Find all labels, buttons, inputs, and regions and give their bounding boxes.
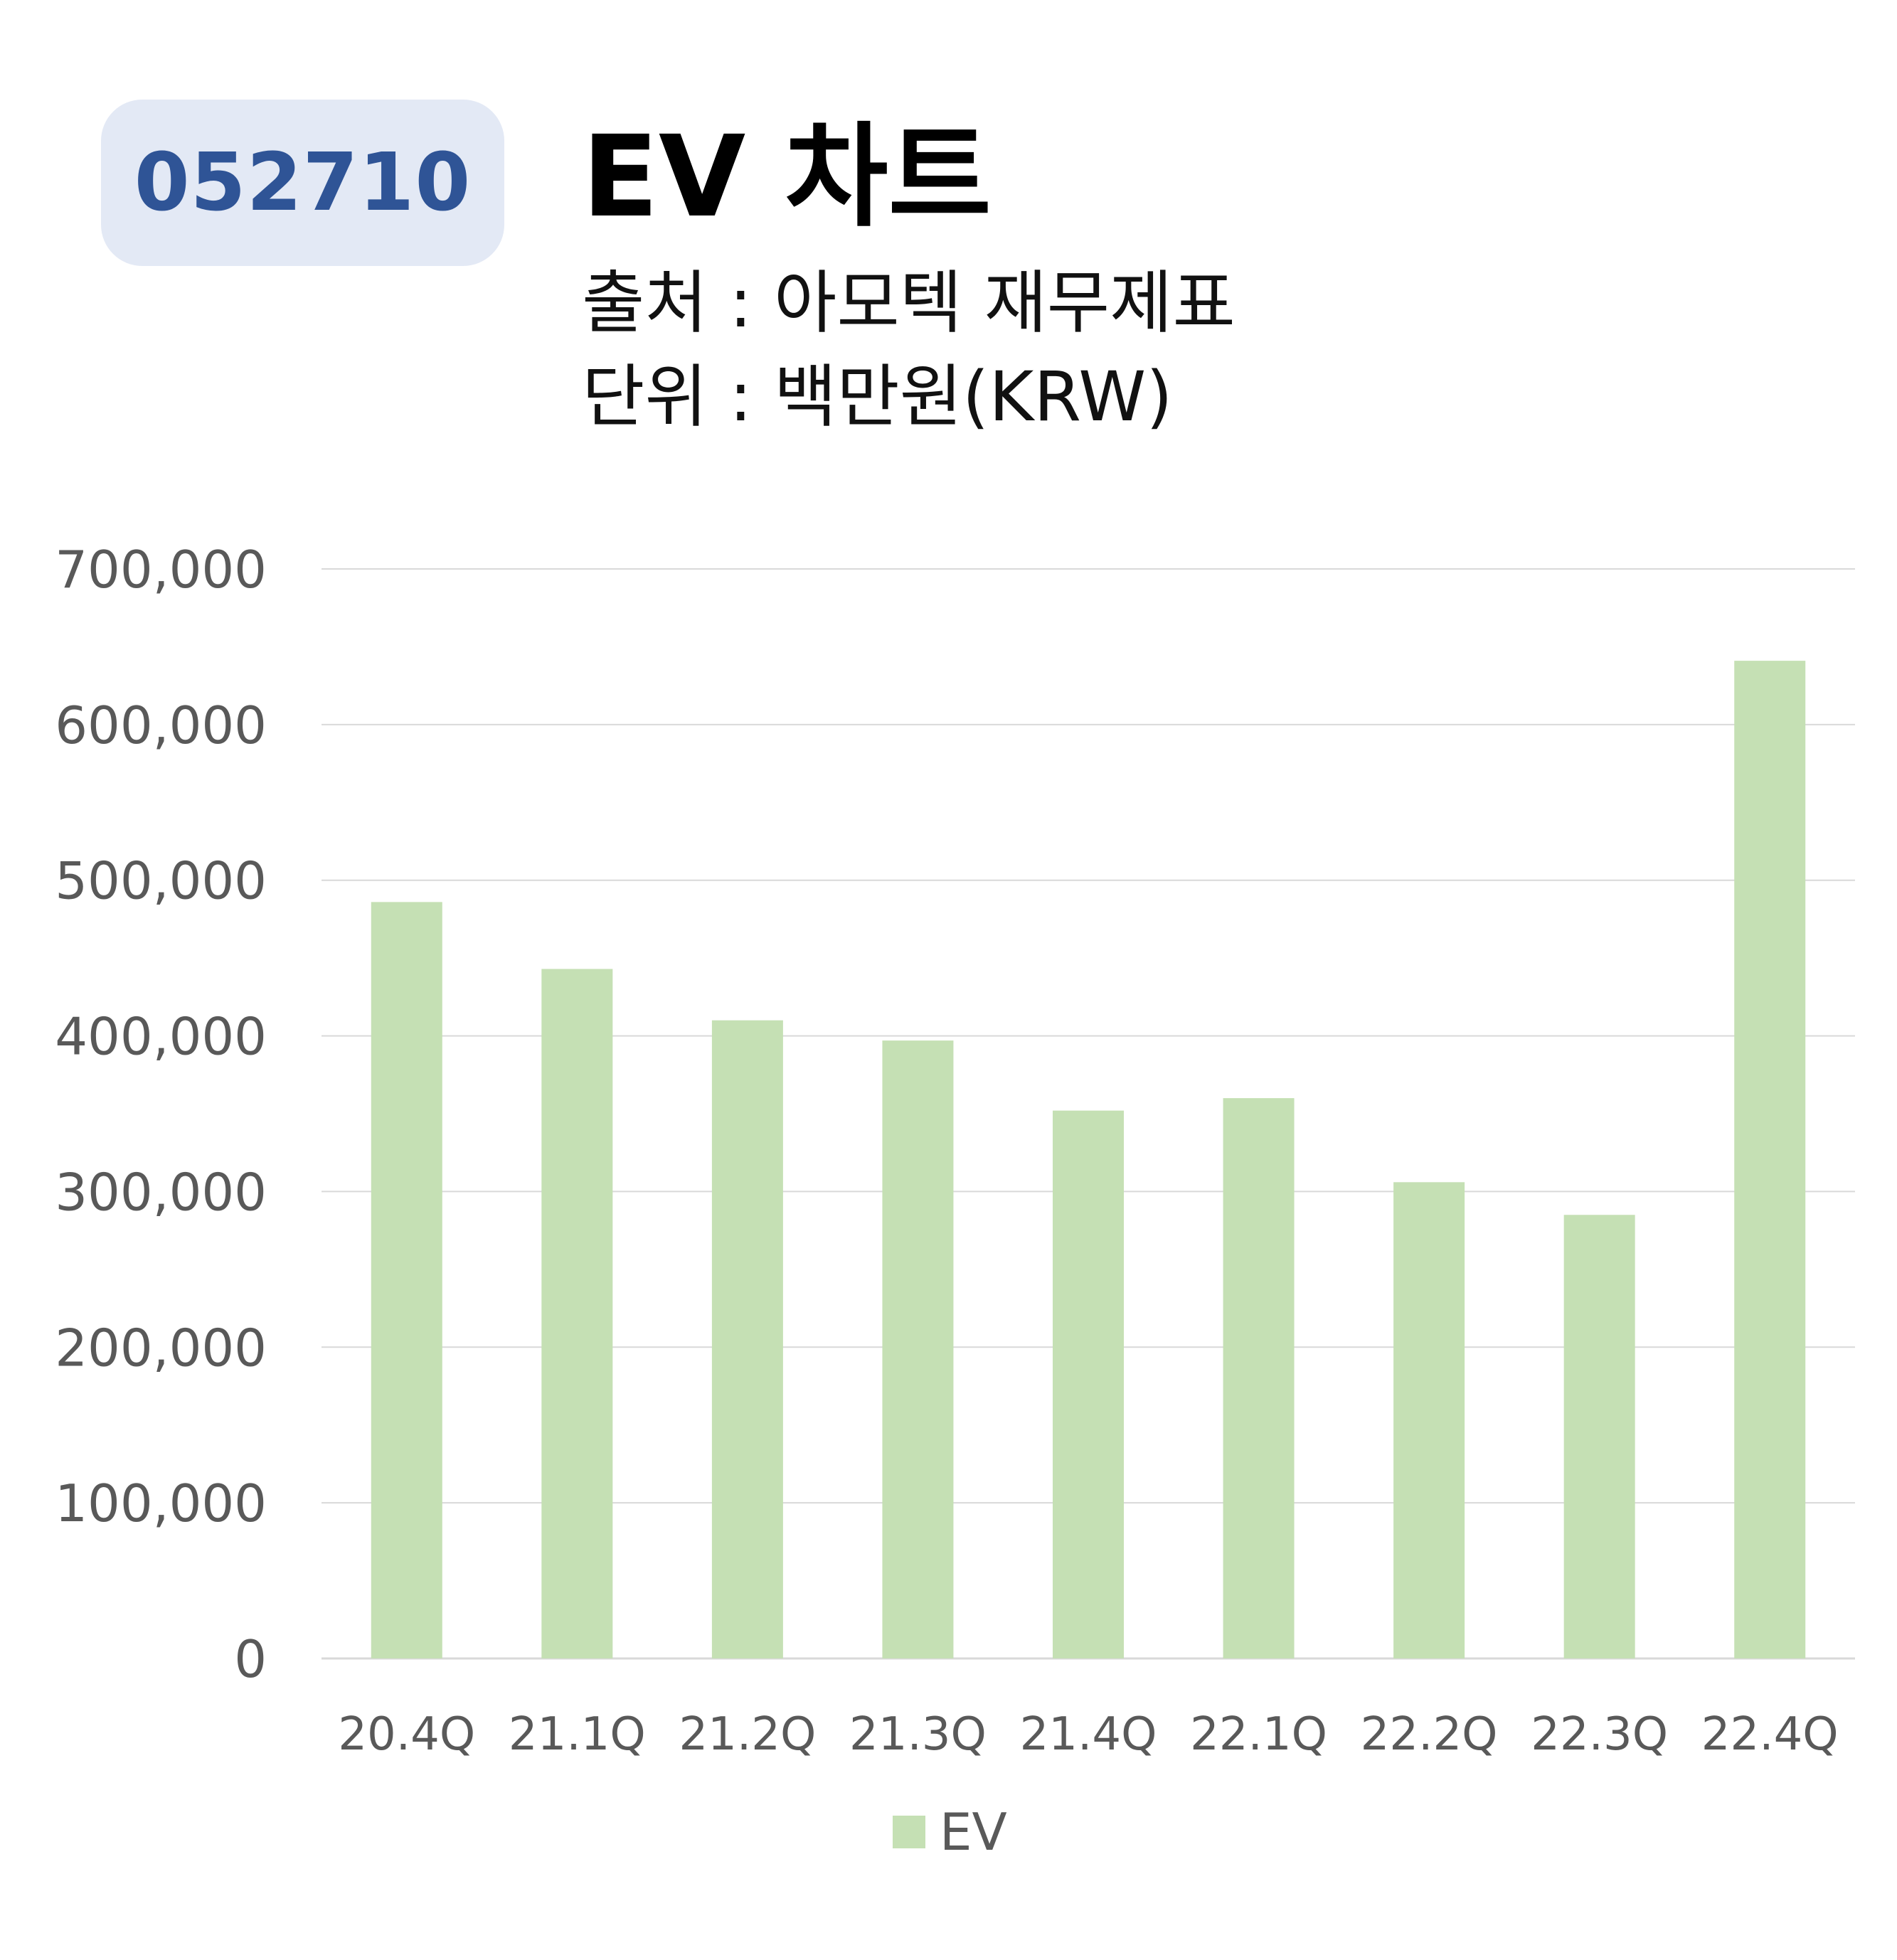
bars [371,661,1806,1658]
bar [541,969,613,1658]
chart-unit: 단위 : 백만원(KRW) [582,357,1173,437]
legend-label: EV [940,1802,1007,1862]
bar [1393,1182,1465,1658]
y-tick-label: 0 [234,1629,267,1689]
bar [882,1040,954,1658]
bar [711,1020,783,1658]
x-tick-label: 21.3Q [849,1708,987,1761]
y-tick-label: 100,000 [55,1474,267,1533]
bar [371,902,442,1658]
y-tick-label: 200,000 [55,1318,267,1378]
x-tick-label: 20.4Q [338,1708,475,1761]
y-tick-label: 300,000 [55,1162,267,1222]
chart-title: EV 차트 [582,112,992,243]
legend-swatch [893,1816,925,1848]
legend: EV [893,1806,1007,1858]
x-tick-label: 22.3Q [1531,1708,1668,1761]
y-tick-label: 700,000 [55,540,267,600]
y-tick-label: 400,000 [55,1007,267,1067]
x-tick-label: 22.4Q [1701,1708,1839,1761]
y-axis-ticks: 0 100,000 200,000 300,000 400,000 500,000 600,… [55,540,267,1689]
y-tick-label: 500,000 [55,851,267,911]
bar [1053,1110,1124,1658]
ticker-badge: 052710 [101,100,504,266]
bar [1223,1098,1295,1658]
chart-source: 출처 : 아모텍 재무제표 [582,263,1236,343]
bar [1563,1215,1635,1658]
x-tick-label: 22.1Q [1190,1708,1327,1761]
x-axis-ticks: 20.4Q 21.1Q 21.2Q 21.3Q 21.4Q 22.1Q 22.2Q 22.3Q… [338,1708,1838,1761]
x-tick-label: 22.2Q [1361,1708,1498,1761]
y-tick-label: 600,000 [55,696,267,755]
ticker-code: 052710 [134,137,472,229]
bar [1734,661,1806,1658]
x-tick-label: 21.2Q [679,1708,816,1761]
x-tick-label: 21.4Q [1020,1708,1157,1761]
x-tick-label: 21.1Q [509,1708,646,1761]
